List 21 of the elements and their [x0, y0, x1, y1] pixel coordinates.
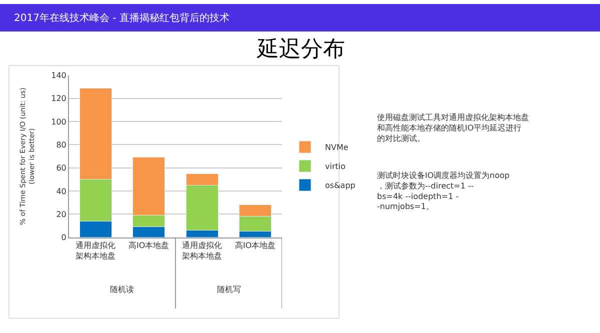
x-tick-label: 通用虚拟化架构本地盘 [76, 240, 116, 260]
x-tick-label: 通用虚拟化架构本地盘 [182, 240, 222, 260]
y-tick-label: 100 [51, 117, 66, 126]
y-tick-label: 0 [61, 233, 66, 242]
legend-label: NVMe [325, 143, 348, 152]
chart-title: 延迟分布 [256, 37, 345, 62]
y-tick-label: 40 [56, 186, 66, 196]
y-tick-label: 140 [51, 71, 66, 80]
y-tick-label: 20 [56, 210, 66, 219]
text: 使用磁盘测试工具对通用虚拟化架构本地盘和高性能本地存储的随机IO平均延迟进行的对比测试。 [377, 113, 529, 143]
x-tick-label: 高IO本地盘 [128, 240, 170, 250]
y-tick-label: 120 [51, 94, 66, 104]
text: 随机读 [110, 285, 134, 294]
y-tick-label: 60 [56, 164, 66, 173]
legend-label: virtio [325, 162, 346, 172]
chart-subtitle: 2017年在线技术峰会 - 直播揭秘红包背后的技术 [14, 12, 230, 24]
y-tick-label: 80 [56, 140, 66, 150]
text: 随机写 [217, 285, 241, 294]
legend-label: os&app [325, 181, 356, 190]
x-tick-label: 高IO本地盘 [235, 240, 276, 250]
text: 测试时块设备IO调度器均设置为noop，测试参数为--direct=1 --bs=4k --iodepth=1 --numjobs=1。 [377, 171, 510, 212]
